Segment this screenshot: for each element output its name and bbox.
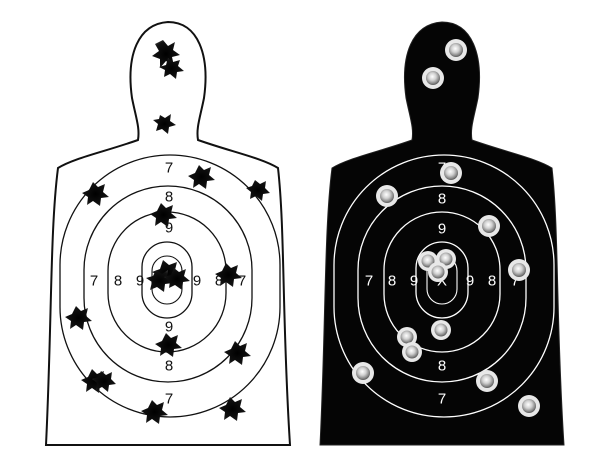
right-target: 7 8 9 7 8 9 X 9 8 7 9 8 7 [319,21,565,446]
bullet-hole [215,263,242,287]
bullet-hole [508,259,530,281]
bullet-hole [219,397,246,421]
bullet-hole [92,371,116,392]
bullet-hole [431,320,451,340]
bullet-hole [352,362,374,384]
bullet-hole [224,341,251,365]
right-label-left-7: 7 [365,273,373,290]
right-label-right-7: 7 [511,273,519,290]
right-ring-7 [333,154,555,418]
left-target: 7 8 9 7 8 9 9 8 7 9 8 7 [44,20,292,446]
right-bullet-holes [352,39,540,417]
bullet-hole [141,400,168,424]
left-label-right-8: 8 [215,273,223,290]
bullet-hole [153,114,176,134]
left-label-bottom-7: 7 [165,391,173,408]
bullet-hole [159,58,184,79]
bullet-hole [152,40,180,68]
left-label-top-9: 9 [165,220,173,237]
bullet-hole [428,262,448,282]
left-ring-10 [141,241,193,319]
right-label-left-9: 9 [410,273,418,290]
left-label-right-9: 9 [193,273,201,290]
right-label-bottom-8: 8 [438,358,446,375]
bullet-hole [376,185,398,207]
left-label-top-8: 8 [165,189,173,206]
right-silhouette [319,21,565,446]
bullet-hole [65,306,92,330]
right-label-right-9: 9 [466,273,474,290]
left-label-bottom-8: 8 [165,358,173,375]
right-label-bottom-7: 7 [438,391,446,408]
left-label-left-7: 7 [90,273,98,290]
bullet-hole [440,162,462,184]
right-label-top-9: 9 [438,221,446,238]
right-label-left-8: 8 [388,273,396,290]
bullet-hole [164,268,190,290]
bullet-hole [82,182,109,206]
bullet-hole [402,342,422,362]
bullet-hole [188,165,215,189]
right-label-top-8: 8 [438,191,446,208]
bullet-hole [150,203,177,227]
left-silhouette [44,20,292,446]
left-ring-8 [83,185,253,383]
bullet-hole [478,215,500,237]
left-label-left-8: 8 [114,273,122,290]
right-ring-8 [357,185,527,383]
bullet-hole [422,67,444,89]
left-bullet-holes [65,40,270,424]
bullet-hole [155,333,182,357]
left-label-right-7: 7 [238,273,246,290]
bullet-hole [146,270,173,292]
left-label-left-9: 9 [136,273,144,290]
right-label-right-8: 8 [488,273,496,290]
bullet-hole [246,180,270,201]
left-label-bottom-9: 9 [165,319,173,336]
bullet-hole [445,39,467,61]
bullet-hole [476,370,498,392]
bullet-hole [518,395,540,417]
left-label-top-7: 7 [165,160,173,177]
right-ring-9 [383,211,501,353]
left-ring-7 [59,154,281,418]
right-ring-10 [415,241,469,319]
